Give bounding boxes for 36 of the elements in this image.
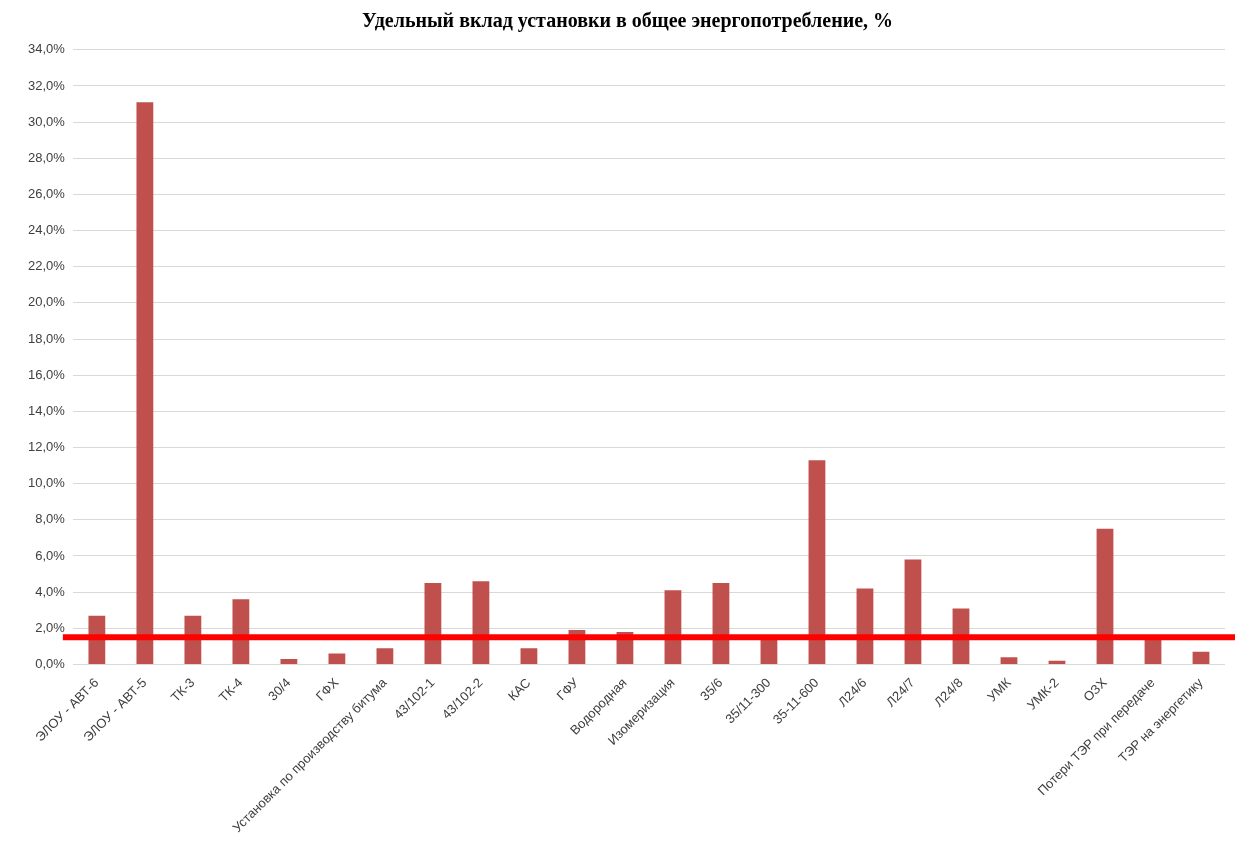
y-tick-label: 8,0%: [35, 511, 66, 527]
x-tick-label: КАС: [505, 675, 534, 704]
bar: [328, 653, 346, 664]
bar: [760, 639, 778, 664]
y-tick-label: 4,0%: [35, 583, 66, 599]
bar: [376, 648, 394, 664]
bar: [808, 460, 826, 664]
x-tick-label: 30/4: [265, 675, 294, 704]
y-tick-label: 26,0%: [27, 186, 66, 201]
y-tick-label: 22,0%: [27, 258, 66, 274]
bar: [232, 599, 250, 664]
bar: [1048, 660, 1066, 664]
y-tick-label: 32,0%: [27, 77, 66, 93]
y-tick-label: 24,0%: [27, 222, 66, 238]
x-tick-label: ТК-3: [167, 675, 198, 705]
y-tick-label: 18,0%: [27, 330, 66, 346]
y-tick-label: 14,0%: [27, 402, 66, 418]
bar: [1096, 528, 1114, 664]
x-tick-label: 35/6: [697, 675, 726, 704]
chart-title: Удельный вклад установки в общее энергопотребление, %: [360, 8, 895, 34]
bar: [280, 659, 298, 664]
y-tick-label: 20,0%: [27, 294, 66, 310]
bar: [1192, 651, 1210, 664]
y-tick-label: 0,0%: [35, 656, 66, 672]
bar: [520, 648, 538, 664]
y-tick-label: 10,0%: [27, 475, 66, 491]
y-tick-label: 6,0%: [35, 547, 66, 563]
y-tick-label: 34,0%: [27, 41, 66, 57]
y-tick-label: 2,0%: [35, 619, 66, 635]
bar: [136, 102, 154, 664]
y-tick-label: 30,0%: [27, 113, 66, 129]
bar: [1000, 657, 1018, 664]
y-tick-label: 12,0%: [27, 439, 66, 455]
y-tick-label: 28,0%: [27, 149, 66, 165]
y-tick-label: 16,0%: [27, 366, 66, 382]
x-tick-label: ТК-4: [215, 675, 246, 705]
